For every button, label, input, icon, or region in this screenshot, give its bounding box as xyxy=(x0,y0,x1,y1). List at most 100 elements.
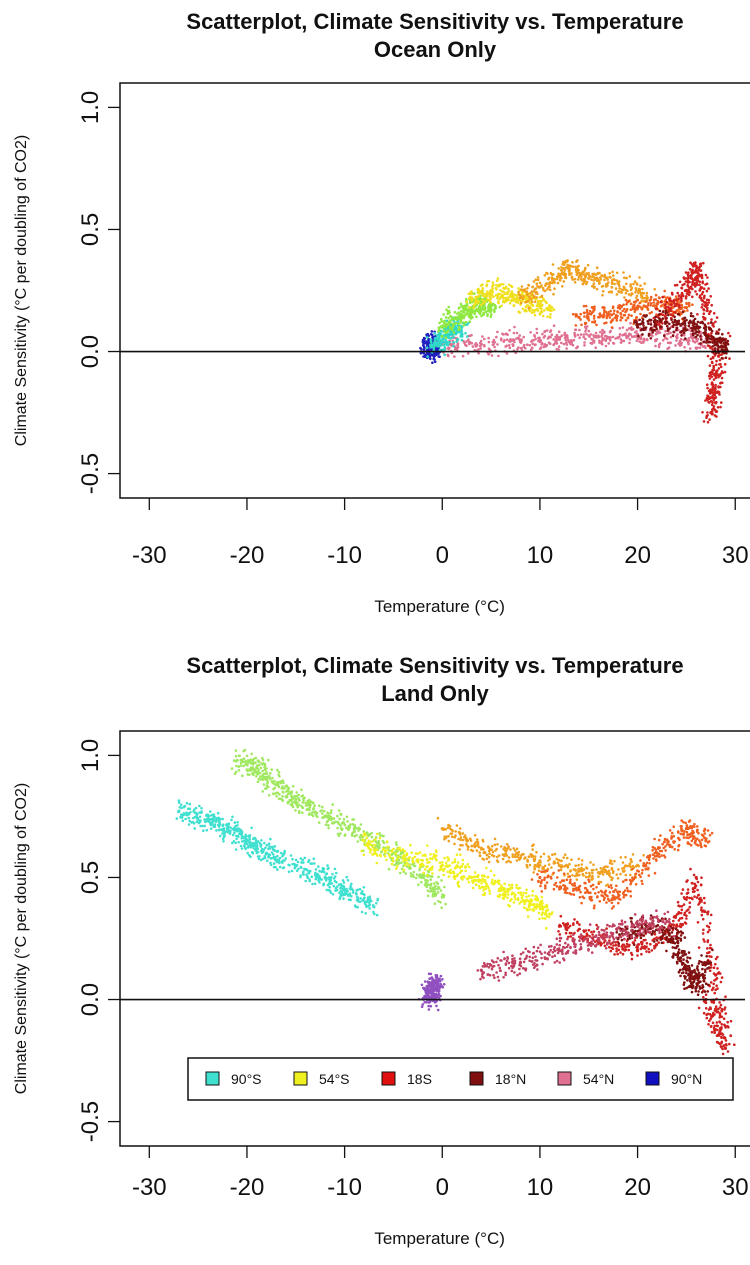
data-point xyxy=(371,846,375,849)
y-tick-label: 0.5 xyxy=(77,213,104,246)
data-point xyxy=(531,894,534,897)
data-point xyxy=(241,760,245,764)
data-point xyxy=(461,354,465,358)
data-point xyxy=(524,305,528,309)
data-point xyxy=(712,368,716,372)
data-point xyxy=(442,343,446,347)
data-point xyxy=(687,304,691,307)
data-point xyxy=(531,285,535,289)
data-point xyxy=(562,872,566,875)
data-point xyxy=(707,337,711,340)
data-point xyxy=(686,279,690,282)
data-point xyxy=(431,872,434,875)
data-point xyxy=(436,333,440,337)
data-point xyxy=(526,293,529,297)
data-point xyxy=(689,332,693,336)
data-point xyxy=(677,297,681,300)
data-point xyxy=(489,869,493,873)
data-point xyxy=(495,287,498,291)
data-point xyxy=(303,856,307,860)
data-point xyxy=(590,898,594,902)
data-point xyxy=(666,341,670,345)
data-point xyxy=(267,758,270,762)
data-point xyxy=(470,875,474,880)
data-point xyxy=(613,898,617,901)
data-point xyxy=(508,883,511,887)
data-point xyxy=(459,843,462,847)
data-point xyxy=(257,763,261,767)
data-point xyxy=(497,882,501,885)
data-point xyxy=(470,844,474,848)
data-point xyxy=(658,313,661,316)
data-point xyxy=(702,312,706,316)
data-point xyxy=(278,856,282,860)
data-point xyxy=(445,324,449,327)
data-point xyxy=(549,875,552,879)
data-point xyxy=(482,888,485,892)
data-point xyxy=(209,827,213,830)
data-point xyxy=(490,844,494,848)
data-point xyxy=(511,292,515,296)
data-point xyxy=(624,855,627,859)
data-point xyxy=(272,862,276,865)
data-point xyxy=(281,790,285,794)
data-point xyxy=(623,296,626,299)
data-point xyxy=(235,837,238,841)
data-point xyxy=(470,306,474,310)
data-point xyxy=(530,346,534,350)
data-point xyxy=(377,841,380,845)
data-point xyxy=(477,287,480,291)
data-point xyxy=(426,336,429,339)
data-point xyxy=(597,882,600,886)
data-point xyxy=(446,856,449,859)
data-point xyxy=(606,894,609,898)
data-point xyxy=(641,318,645,321)
data-point xyxy=(676,333,679,336)
data-point xyxy=(548,306,552,310)
data-point xyxy=(619,311,622,315)
data-point xyxy=(561,865,564,869)
data-point xyxy=(304,879,308,883)
data-point xyxy=(501,853,505,856)
data-point xyxy=(578,896,582,899)
data-point xyxy=(583,344,586,347)
data-point xyxy=(636,325,640,329)
data-point xyxy=(441,893,444,896)
data-point xyxy=(609,875,612,879)
data-point xyxy=(461,858,465,862)
data-point xyxy=(349,884,353,888)
data-point xyxy=(531,308,535,312)
data-point xyxy=(543,917,547,920)
data-point xyxy=(583,322,587,326)
data-point xyxy=(482,313,486,316)
data-point xyxy=(473,875,476,878)
data-point xyxy=(328,880,331,884)
data-point xyxy=(404,863,407,867)
data-point xyxy=(449,827,452,831)
data-point xyxy=(479,303,483,307)
data-point xyxy=(505,843,509,846)
data-point xyxy=(287,863,290,867)
data-point xyxy=(510,285,514,289)
data-point xyxy=(296,805,300,809)
data-point xyxy=(701,411,704,414)
data-point xyxy=(724,356,728,360)
data-point xyxy=(670,291,674,295)
data-point xyxy=(479,297,482,300)
data-point xyxy=(701,280,704,284)
data-point xyxy=(432,348,436,351)
data-point xyxy=(707,287,710,290)
data-point xyxy=(362,830,366,833)
data-point xyxy=(595,276,599,280)
data-point xyxy=(311,882,314,886)
series-group xyxy=(437,290,502,340)
data-point xyxy=(588,309,592,313)
data-point xyxy=(310,875,314,879)
data-point xyxy=(710,329,714,333)
data-point xyxy=(299,857,303,860)
data-point xyxy=(444,342,448,346)
data-point xyxy=(425,346,429,350)
data-point xyxy=(313,862,316,865)
data-point xyxy=(252,845,255,848)
data-point xyxy=(193,827,196,830)
